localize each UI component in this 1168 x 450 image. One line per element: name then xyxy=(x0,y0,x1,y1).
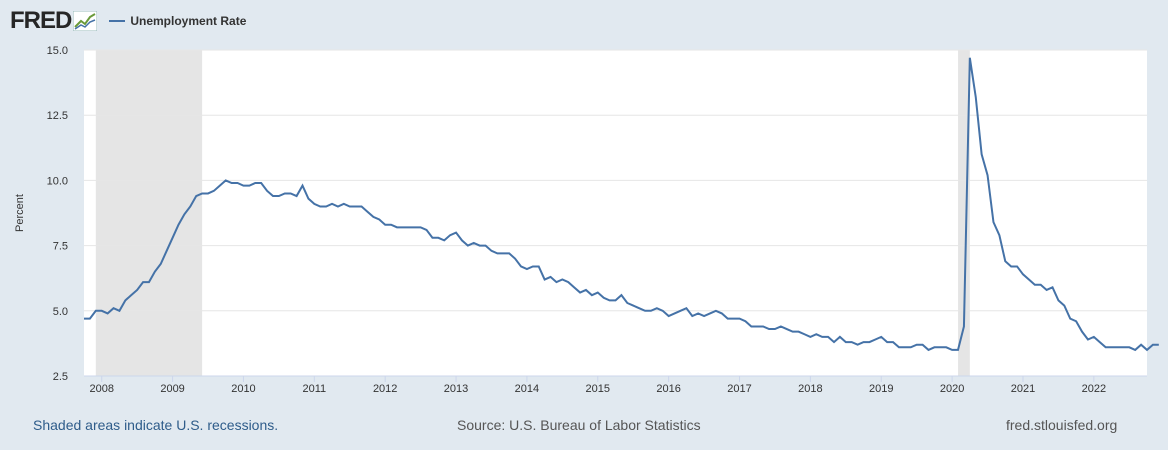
y-tick-label: 2.5 xyxy=(53,371,68,383)
x-tick-label: 2015 xyxy=(586,383,610,395)
x-tick-label: 2013 xyxy=(444,383,468,395)
plot-background xyxy=(84,50,1147,376)
fred-logo[interactable]: FRED xyxy=(10,7,72,34)
line-graph-icon xyxy=(73,11,98,31)
fred-site-link[interactable]: fred.stlouisfed.org xyxy=(1006,417,1118,433)
chart-legend[interactable]: Unemployment Rate xyxy=(109,14,246,28)
recession-note-link[interactable]: Shaded areas indicate U.S. recessions. xyxy=(33,417,279,433)
source-note: Source: U.S. Bureau of Labor Statistics xyxy=(457,417,701,433)
x-tick-label: 2022 xyxy=(1082,383,1106,395)
x-tick-label: 2021 xyxy=(1011,383,1035,395)
grid-layer xyxy=(84,49,1147,312)
x-tick-label: 2010 xyxy=(231,383,255,395)
y-tick-label: 10.0 xyxy=(47,175,68,187)
header: FRED Unemployment Rate xyxy=(10,6,246,36)
y-tick-label: 15.0 xyxy=(47,45,68,57)
legend-label: Unemployment Rate xyxy=(130,14,247,28)
x-axis-ticks: 2008 2009 2010 2011 2012 2013 2014 2015 2016 2017… xyxy=(89,376,1106,395)
x-tick-label: 2014 xyxy=(515,383,539,395)
x-tick-label: 2012 xyxy=(373,383,397,395)
x-tick-label: 2008 xyxy=(89,383,113,395)
x-tick-label: 2009 xyxy=(160,383,184,395)
y-axis-ticks: 2.5 5.0 7.5 10.0 12.5 15.0 xyxy=(47,45,68,383)
x-tick-label: 2020 xyxy=(940,383,964,395)
legend-swatch xyxy=(109,20,126,22)
y-axis-label: Percent xyxy=(14,194,26,232)
x-tick-label: 2018 xyxy=(798,383,822,395)
unemployment-chart: 2.55.07.510.012.515.0 2008 2009 2010 2011 20… xyxy=(14,45,1159,395)
y-tick-label: 7.5 xyxy=(53,241,68,253)
recession-band-2 xyxy=(958,50,970,376)
y-tick-label: 12.5 xyxy=(47,110,68,122)
y-tick-label: 5.0 xyxy=(53,306,68,318)
x-tick-label: 2017 xyxy=(727,383,751,395)
x-tick-label: 2011 xyxy=(302,383,326,395)
x-tick-label: 2019 xyxy=(869,383,893,395)
series-line-unemployment-rate[interactable] xyxy=(84,57,1159,352)
x-tick-label: 2016 xyxy=(656,383,680,395)
